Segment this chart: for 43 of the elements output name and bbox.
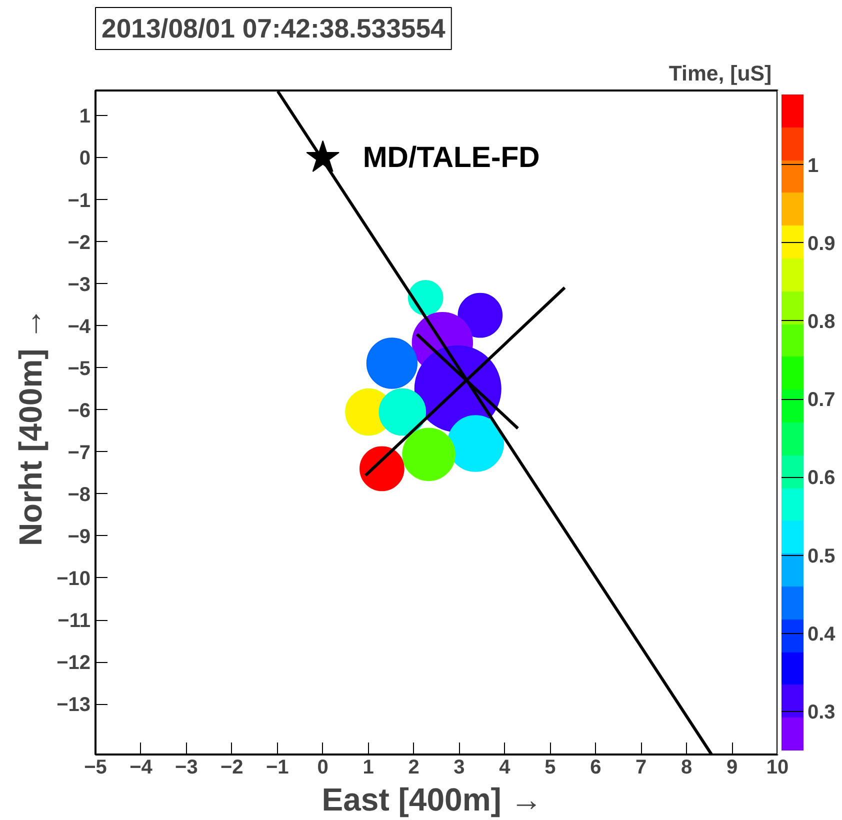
y-tick-label: −10 xyxy=(56,568,91,590)
y-tick-label: −6 xyxy=(68,400,91,422)
y-tick-label: −7 xyxy=(68,442,91,464)
x-tick-label: −3 xyxy=(175,756,198,778)
x-tick-label: 7 xyxy=(636,756,647,778)
y-tick-label: −4 xyxy=(68,316,92,338)
color-bar-title: Time, [uS] xyxy=(668,62,772,86)
x-tick-label: 6 xyxy=(590,756,602,778)
x-axis-title: East [400m] → xyxy=(322,782,542,818)
y-tick-label: −1 xyxy=(68,190,91,212)
y-tick-label: 0 xyxy=(79,148,90,170)
y-axis-title: Norht [400m] → xyxy=(12,308,49,546)
y-tick-label: 1 xyxy=(79,106,90,128)
x-tick-label: 0 xyxy=(317,756,328,778)
color-bar-label: 0.6 xyxy=(808,467,836,490)
color-bar-label: 0.8 xyxy=(808,310,836,333)
x-tick-label: −1 xyxy=(266,756,289,778)
color-bar-label: 1 xyxy=(808,154,819,177)
x-tick-label: −2 xyxy=(220,756,244,778)
x-tick-label: 1 xyxy=(362,756,374,778)
x-tick-label: 3 xyxy=(454,756,465,778)
x-tick-label: 8 xyxy=(681,756,692,778)
color-bar-label: 0.4 xyxy=(808,623,836,646)
x-tick-label: 5 xyxy=(544,756,556,778)
x-tick-label: −4 xyxy=(130,756,154,778)
color-bar-label: 0.9 xyxy=(808,232,836,255)
color-bar-label: 0.5 xyxy=(808,545,836,568)
x-tick-label: 2 xyxy=(408,756,420,778)
x-tick-label: 9 xyxy=(726,756,738,778)
y-tick-label: −9 xyxy=(68,526,91,548)
color-bar-label: 0.7 xyxy=(808,389,836,412)
y-tick-label: −8 xyxy=(68,484,91,506)
y-tick-label: −13 xyxy=(56,694,91,716)
y-tick-label: −11 xyxy=(58,610,91,632)
x-tick-label: 10 xyxy=(766,756,789,778)
y-tick-label: −12 xyxy=(56,652,91,674)
x-tick-label: 4 xyxy=(499,756,512,778)
y-tick-label: −5 xyxy=(68,358,91,380)
y-tick-label: −3 xyxy=(68,274,91,296)
annotation: MD/TALE-FD xyxy=(362,141,540,174)
color-bar-label: 0.3 xyxy=(808,701,836,724)
y-tick-label: −2 xyxy=(68,232,91,254)
chart-title: 2013/08/01 07:42:38.533554 xyxy=(102,14,446,44)
